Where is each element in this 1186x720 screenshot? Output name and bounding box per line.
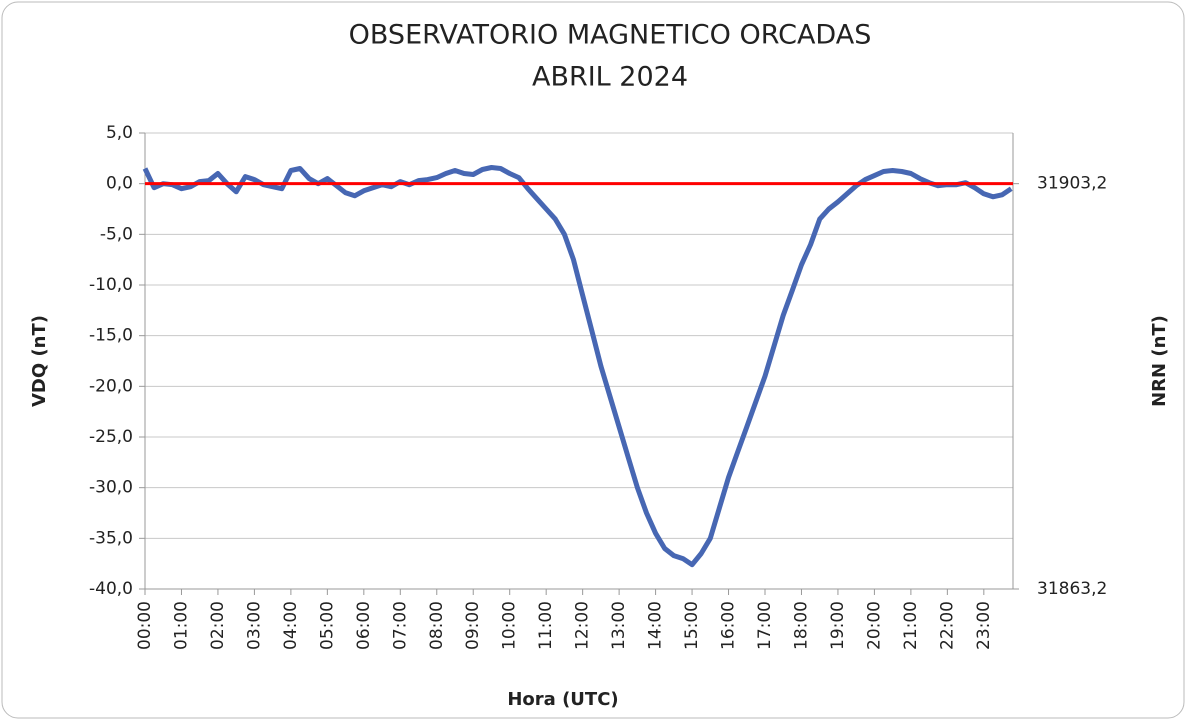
x-tick-label: 01:00 bbox=[171, 601, 191, 650]
x-tick-label: 07:00 bbox=[390, 601, 410, 650]
x-tick-label: 03:00 bbox=[244, 601, 264, 650]
x-tick-label: 13:00 bbox=[609, 601, 629, 650]
chart-title: OBSERVATORIO MAGNETICO ORCADAS bbox=[349, 20, 872, 51]
x-tick-label: 23:00 bbox=[974, 601, 994, 650]
x-tick-label: 17:00 bbox=[755, 601, 775, 650]
x-axis-title: Hora (UTC) bbox=[507, 689, 618, 710]
x-tick-label: 22:00 bbox=[937, 601, 957, 650]
x-tick-label: 08:00 bbox=[427, 601, 447, 650]
y-tick-label: 0,0 bbox=[106, 174, 133, 194]
y2-axis-title: NRN (nT) bbox=[1149, 315, 1170, 407]
x-tick-label: 11:00 bbox=[536, 601, 556, 650]
y-axis-title: VDQ (nT) bbox=[29, 315, 50, 407]
x-tick-label: 12:00 bbox=[573, 601, 593, 650]
y-tick-label: -20,0 bbox=[89, 376, 133, 396]
data-line bbox=[142, 165, 1013, 568]
y-tick-label: -15,0 bbox=[89, 326, 133, 346]
x-tick-label: 06:00 bbox=[354, 601, 374, 650]
chart-subtitle: ABRIL 2024 bbox=[532, 62, 688, 93]
y-tick-label: -35,0 bbox=[89, 528, 133, 548]
y2-tick-label: 31903,2 bbox=[1037, 174, 1107, 194]
y-tick-label: -5,0 bbox=[100, 224, 133, 244]
x-tick-label: 14:00 bbox=[646, 601, 666, 650]
x-tick-label: 05:00 bbox=[317, 601, 337, 650]
y-tick-label: -30,0 bbox=[89, 478, 133, 498]
x-tick-label: 21:00 bbox=[901, 601, 921, 650]
x-tick-label: 10:00 bbox=[500, 601, 520, 650]
y-tick-label: -25,0 bbox=[89, 427, 133, 447]
x-tick-label: 20:00 bbox=[864, 601, 884, 650]
x-tick-label: 16:00 bbox=[719, 601, 739, 650]
x-tick-label: 04:00 bbox=[281, 601, 301, 650]
y-tick-label: -10,0 bbox=[89, 275, 133, 295]
y-tick-label: 5,0 bbox=[106, 123, 133, 143]
x-tick-label: 00:00 bbox=[135, 601, 155, 650]
x-tick-label: 19:00 bbox=[828, 601, 848, 650]
x-tick-label: 18:00 bbox=[791, 601, 811, 650]
y2-tick-label: 31863,2 bbox=[1037, 579, 1107, 599]
y-tick-label: -40,0 bbox=[89, 579, 133, 599]
x-tick-label: 02:00 bbox=[208, 601, 228, 650]
x-tick-label: 09:00 bbox=[463, 601, 483, 650]
x-tick-label: 15:00 bbox=[682, 601, 702, 650]
